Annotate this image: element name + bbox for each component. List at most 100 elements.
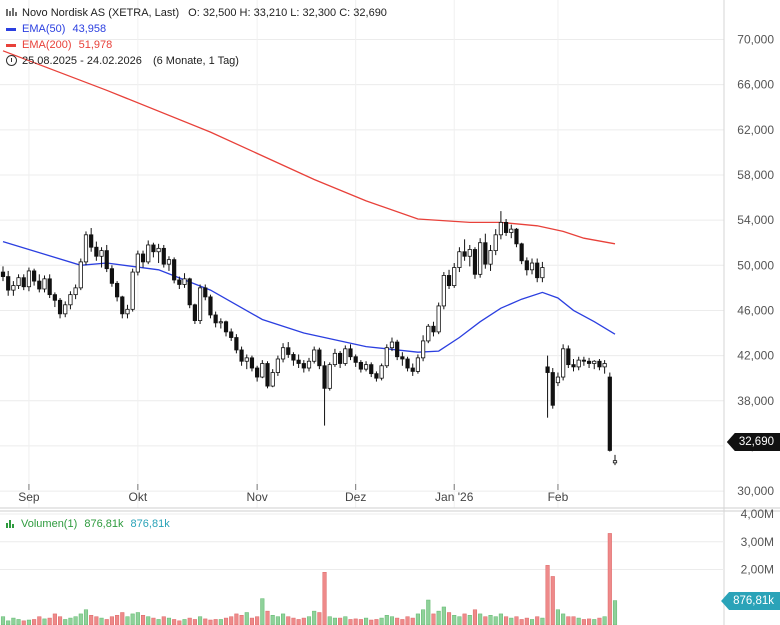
y-tick-label: 66,000 <box>737 78 774 92</box>
volume-bar <box>457 616 462 625</box>
candle-body <box>135 253 140 273</box>
candle-body <box>16 277 21 287</box>
volume-bar <box>192 619 197 625</box>
candle-body <box>255 367 260 378</box>
candle-body <box>286 347 291 355</box>
candle-body <box>478 242 483 275</box>
candle-body <box>68 294 73 306</box>
volume-bar <box>16 619 21 625</box>
last-price-badge: 32,690 <box>726 433 780 451</box>
candle-body <box>446 275 452 287</box>
candle-body <box>11 285 16 291</box>
volume-bar <box>446 612 452 625</box>
candle-body <box>83 234 89 263</box>
candle-body <box>467 249 472 257</box>
x-tick-label: Sep <box>18 490 40 504</box>
candle-body <box>203 287 208 298</box>
ema200-legend[interactable]: EMA(200) 51,978 <box>6 38 112 52</box>
volume-bar <box>58 616 63 625</box>
volume-bar <box>104 619 109 625</box>
volume-bar <box>483 616 488 625</box>
volume-bar <box>83 609 89 625</box>
candle-body <box>47 278 52 296</box>
volume-bar <box>395 617 400 625</box>
y-tick-label: 30,000 <box>737 484 774 498</box>
candle-body <box>229 331 234 338</box>
volume-bar <box>421 609 426 625</box>
volume-tick-label: 4,00M <box>741 507 774 521</box>
volume-bar <box>410 617 415 625</box>
candle-body <box>426 325 431 342</box>
volume-bar <box>52 613 57 625</box>
candle-body <box>21 277 26 288</box>
candle-body <box>343 348 348 364</box>
volume-bar <box>37 616 42 625</box>
volume-bar <box>94 616 99 625</box>
instrument-title: Novo Nordisk AS (XETRA, Last) <box>22 7 180 19</box>
volume-bar <box>161 616 166 625</box>
candle-body <box>509 228 514 233</box>
candle-body <box>363 364 369 370</box>
candle-body <box>280 347 286 360</box>
volume-bar <box>281 613 286 625</box>
candle-body <box>197 287 203 322</box>
candle-body <box>581 359 586 362</box>
candle-body <box>571 364 576 368</box>
volume-bar <box>338 617 343 625</box>
candle-body <box>161 247 166 265</box>
candle-body <box>52 294 57 301</box>
candle-body <box>421 340 426 359</box>
volume-legend[interactable]: Volumen(1) 876,81k 876,81k <box>6 517 170 531</box>
candle-body <box>270 372 275 387</box>
candle-body <box>576 359 581 368</box>
y-tick-label: 70,000 <box>737 33 774 47</box>
volume-bar <box>166 617 172 625</box>
x-tick-label: Nov <box>246 490 267 504</box>
candle-body <box>374 373 379 379</box>
candle-body <box>540 267 545 279</box>
candle-body <box>550 372 555 406</box>
volume-bar <box>550 576 555 625</box>
candle-body <box>312 349 317 362</box>
candle-body <box>441 275 446 307</box>
candle-body <box>0 271 6 277</box>
candle-body <box>296 359 301 364</box>
candle-body <box>400 356 405 360</box>
candle-body <box>327 364 332 389</box>
volume-bar <box>275 616 280 625</box>
candle-body <box>338 352 343 364</box>
volume-bar <box>239 615 244 625</box>
candle-body <box>301 363 306 369</box>
candle-body <box>306 360 312 369</box>
volume-bar <box>0 616 6 625</box>
volume-bar <box>498 613 503 625</box>
volume-bar <box>99 617 104 625</box>
candle-body <box>42 278 47 290</box>
volume-bar <box>296 619 301 625</box>
ema200-line <box>2 50 616 245</box>
volume-bar <box>504 616 509 625</box>
ema50-legend[interactable]: EMA(50) 43,958 <box>6 22 106 36</box>
ema50-line <box>2 240 616 353</box>
candle-body <box>332 352 338 366</box>
candle-body <box>586 360 592 364</box>
candle-body <box>514 228 519 245</box>
candle-body <box>6 276 11 291</box>
volume-bar <box>182 619 187 625</box>
candle-body <box>358 361 363 370</box>
volume-bar <box>229 616 234 625</box>
volume-bar <box>286 616 291 625</box>
volume-bar <box>400 619 405 625</box>
volume-bar <box>415 613 420 625</box>
candle-body <box>317 349 322 367</box>
volume-bar <box>602 616 607 625</box>
volume-icon <box>6 518 16 528</box>
candle-body <box>415 357 421 372</box>
x-tick-label: Jan '26 <box>435 490 474 504</box>
candle-body <box>545 366 550 373</box>
volume-bar <box>571 616 576 625</box>
volume-bar <box>436 610 441 625</box>
x-tick-label: Dez <box>345 490 366 504</box>
volume-bar <box>135 612 140 625</box>
volume-bar <box>291 617 296 625</box>
